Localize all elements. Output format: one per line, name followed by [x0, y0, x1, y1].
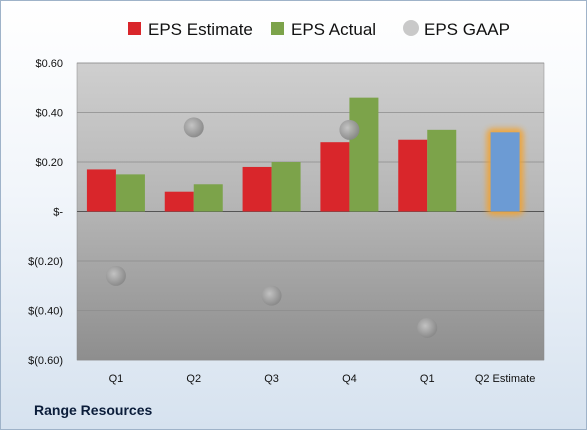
eps-estimate-bar: [398, 139, 428, 212]
x-tick-label: Q1: [420, 373, 435, 385]
eps-actual-bar: [271, 162, 301, 212]
eps-actual-bar: [193, 184, 223, 212]
eps-actual-bar: [115, 174, 145, 212]
y-tick-label: $(0.20): [28, 256, 63, 268]
legend-swatch: [128, 22, 141, 35]
eps-actual-bar: [427, 129, 457, 212]
x-tick-label: Q4: [342, 373, 357, 385]
y-tick-label: $(0.40): [28, 306, 63, 318]
legend-swatch: [271, 22, 284, 35]
eps-gaap-point: [183, 117, 204, 138]
y-tick-label: $(0.60): [28, 355, 63, 367]
y-tick-label: $-: [53, 207, 63, 219]
eps-estimate-bar: [242, 166, 272, 212]
y-axis: $0.60 $0.40 $0.20 $- $(0.20) $(0.40) $(0.60): [28, 58, 63, 367]
gaap-points: [105, 117, 438, 338]
legend: EPS Estimate EPS Actual EPS GAAP: [128, 20, 510, 39]
eps-gaap-point: [105, 265, 126, 286]
eps-estimate-bar: [86, 169, 116, 212]
eps-gaap-point: [261, 285, 282, 306]
legend-swatch: [403, 20, 419, 36]
eps-gaap-point: [417, 317, 438, 338]
eps-estimate-bar: [164, 191, 194, 212]
q2-estimate-bar: [490, 132, 520, 212]
eps-gaap-point: [339, 119, 360, 140]
legend-label: EPS Estimate: [148, 20, 253, 39]
y-tick-label: $0.60: [35, 58, 63, 70]
company-label: Range Resources: [34, 402, 153, 418]
bars: [86, 97, 524, 216]
x-tick-label: Q1: [109, 373, 124, 385]
x-tick-label: Q2: [186, 373, 201, 385]
eps-estimate-bar: [320, 142, 350, 212]
legend-label: EPS Actual: [291, 20, 376, 39]
x-axis: Q1 Q2 Q3 Q4 Q1 Q2 Estimate: [109, 373, 536, 385]
x-tick-label: Q2 Estimate: [475, 373, 536, 385]
eps-actual-bar: [349, 97, 379, 212]
gridlines: [77, 62, 544, 361]
y-tick-label: $0.40: [35, 108, 63, 120]
y-tick-label: $0.20: [35, 157, 63, 169]
legend-label: EPS GAAP: [424, 20, 510, 39]
x-tick-label: Q3: [264, 373, 279, 385]
